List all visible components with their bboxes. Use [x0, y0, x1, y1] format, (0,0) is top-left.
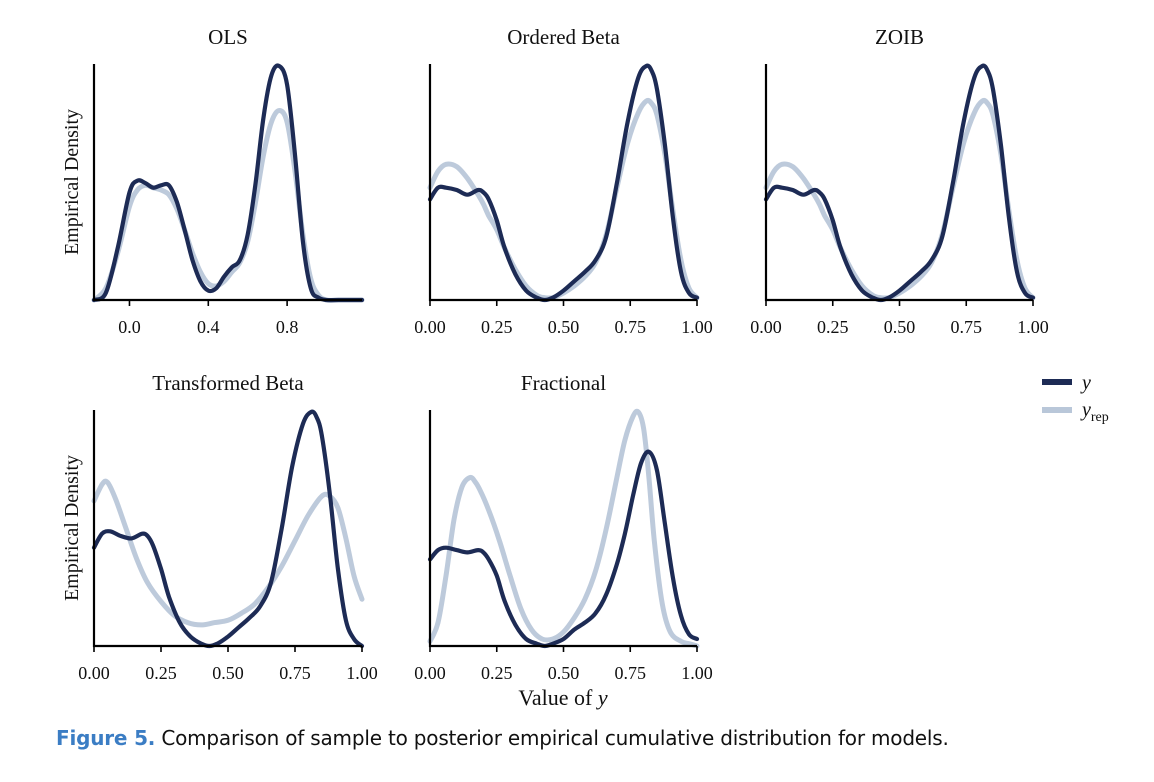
x-tick-label: 0.75	[615, 317, 647, 337]
panel-3: Transformed Beta Empirical Density 0.00 0.2…	[61, 371, 378, 683]
series-yrep-line	[763, 97, 1036, 301]
x-tick-label: 0.75	[279, 663, 311, 683]
x-tick-label: 1.00	[346, 663, 378, 683]
y-axis-label: Empirical Density	[61, 109, 83, 255]
y-axis-label: Empirical Density	[61, 455, 83, 601]
panel-0: OLS Empirical Density 0.0 0.4 0.8	[61, 25, 365, 337]
panel-4: Fractional 0.00 0.25 0.50 0.75 1.00	[414, 371, 713, 683]
x-tick-label: 0.25	[145, 663, 177, 683]
panel-title: ZOIB	[875, 25, 924, 49]
x-tick-label: 1.00	[681, 317, 713, 337]
x-axis-label: Value of y	[518, 685, 607, 710]
series-yrep-line	[91, 478, 365, 628]
figure-caption-label: Figure 5.	[56, 726, 156, 750]
panel-title: Fractional	[521, 371, 606, 395]
panel-title: Transformed Beta	[152, 371, 304, 395]
legend-y-label: y	[1080, 372, 1091, 394]
panels: OLS Empirical Density 0.0 0.4 0.8 Ordered Bet…	[61, 25, 1049, 683]
x-axis-label-prefix: Value of	[518, 685, 597, 710]
x-tick-label: 0.00	[750, 317, 782, 337]
x-tick-label: 0.25	[817, 317, 849, 337]
x-tick-label: 0.75	[615, 663, 647, 683]
x-tick-label: 0.00	[78, 663, 110, 683]
x-tick-label: 0.75	[951, 317, 983, 337]
x-tick-label: 0.50	[548, 317, 580, 337]
figure-caption: Figure 5. Comparison of sample to poster…	[56, 726, 949, 750]
x-tick-label: 0.25	[481, 663, 513, 683]
series-y-line	[91, 409, 365, 649]
series-yrep-line	[427, 408, 700, 649]
legend: y yrep	[1042, 372, 1109, 425]
x-tick-label: 0.50	[884, 317, 916, 337]
x-tick-label: 0.0	[118, 317, 141, 337]
series-y-line	[427, 63, 700, 303]
series-y-line	[763, 63, 1036, 303]
x-tick-label: 0.50	[212, 663, 244, 683]
figure-caption-text: Comparison of sample to posterior empiri…	[155, 726, 949, 750]
series-y-line	[91, 63, 365, 303]
series-y-line	[427, 449, 700, 649]
legend-yrep-label: yrep	[1080, 399, 1109, 425]
x-tick-label: 0.4	[197, 317, 220, 337]
x-tick-label: 0.25	[481, 317, 513, 337]
legend-yrep-main: y	[1080, 399, 1091, 421]
x-tick-label: 1.00	[1017, 317, 1049, 337]
figure: OLS Empirical Density 0.0 0.4 0.8 Ordered Bet…	[61, 25, 1109, 710]
x-axis-label-var: y	[596, 685, 608, 710]
series-yrep-line	[427, 97, 700, 301]
x-tick-label: 0.00	[414, 317, 446, 337]
x-tick-label: 0.50	[548, 663, 580, 683]
x-tick-label: 0.00	[414, 663, 446, 683]
panel-1: Ordered Beta 0.00 0.25 0.50 0.75 1.00	[414, 25, 713, 337]
panel-title: OLS	[208, 25, 248, 49]
panel-2: ZOIB 0.00 0.25 0.50 0.75 1.00	[750, 25, 1049, 337]
x-tick-label: 0.8	[276, 317, 299, 337]
legend-yrep-sub: rep	[1091, 410, 1109, 425]
panel-title: Ordered Beta	[507, 25, 620, 49]
x-tick-label: 1.00	[681, 663, 713, 683]
